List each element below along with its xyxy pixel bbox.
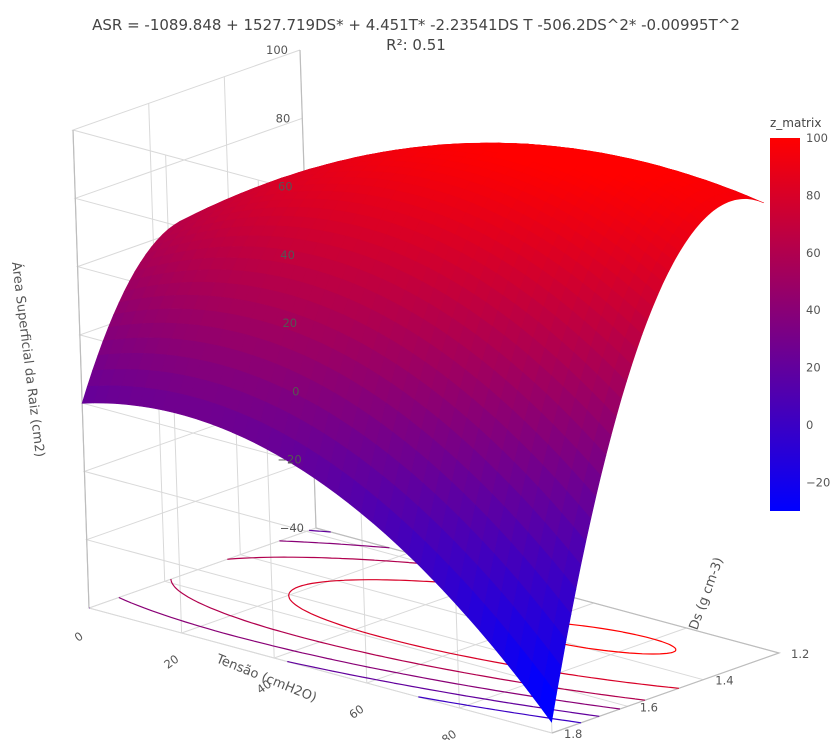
colorbar-tick-label: −20 — [806, 475, 830, 489]
colorbar-tick-label: 40 — [806, 303, 821, 317]
y-tick-label: 1.6 — [640, 700, 658, 714]
x-tick-label: 40 — [254, 677, 274, 697]
axis-line — [72, 129, 90, 609]
x-tick-label: 20 — [161, 652, 181, 672]
z-tick-label: −20 — [277, 453, 301, 467]
z-axis-ticks: −40 −20 0 20 40 60 80 100 — [266, 43, 304, 535]
x-tick-label: 80 — [439, 727, 459, 740]
colorbar-tick-label: 60 — [806, 246, 821, 260]
z-tick-label: 20 — [282, 316, 297, 330]
z-tick-label: 60 — [278, 180, 293, 194]
z-tick-label: 40 — [280, 248, 295, 262]
y-axis-label: Ds (g cm-3) — [687, 555, 727, 632]
z-tick-label: 100 — [266, 43, 288, 57]
y-axis-ticks: 1.2 1.4 1.6 1.8 — [564, 647, 809, 740]
z-tick-label: 0 — [292, 384, 299, 398]
z-tick-label: −40 — [280, 521, 304, 535]
chart-subtitle: R²: 0.51 — [386, 36, 446, 54]
contour-line — [288, 579, 679, 689]
colorbar-ticks: 100 80 60 40 20 0 −20 — [806, 131, 830, 489]
surface-mesh[interactable] — [81, 142, 765, 723]
grid-line — [181, 552, 409, 634]
x-axis-label: Tensão (cmH2O) — [213, 651, 319, 705]
contour-line — [170, 556, 646, 701]
grid-line — [459, 627, 687, 709]
contour-lines — [88, 529, 679, 724]
z-tick-label: 80 — [276, 111, 291, 125]
colorbar-gradient — [770, 138, 800, 511]
y-tick-label: 1.8 — [564, 727, 582, 740]
y-tick-label: 1.2 — [791, 647, 809, 661]
colorbar: z_matrix 100 80 60 40 20 0 −20 — [770, 116, 830, 511]
grid-line — [88, 527, 317, 609]
contour-line — [88, 529, 600, 717]
y-tick-label: 1.4 — [715, 674, 733, 688]
colorbar-tick-label: 80 — [806, 188, 821, 202]
x-tick-label: 0 — [72, 629, 86, 645]
colorbar-tick-label: 0 — [806, 418, 813, 432]
z-axis-label: Área Superficial da Raiz (cm2) — [8, 261, 48, 458]
grid-line — [88, 607, 553, 734]
colorbar-tick-label: 20 — [806, 361, 821, 375]
colorbar-tick-label: 100 — [806, 131, 828, 145]
surface-patch — [539, 677, 557, 723]
x-tick-label: 60 — [346, 702, 366, 722]
colorbar-title: z_matrix — [770, 116, 821, 130]
chart-title: ASR = -1089.848 + 1527.719DS* + 4.451T* … — [92, 16, 740, 34]
